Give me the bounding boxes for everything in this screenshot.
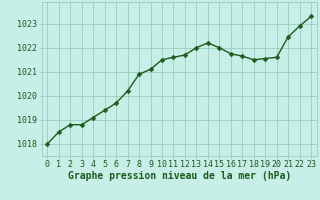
X-axis label: Graphe pression niveau de la mer (hPa): Graphe pression niveau de la mer (hPa) <box>68 171 291 181</box>
